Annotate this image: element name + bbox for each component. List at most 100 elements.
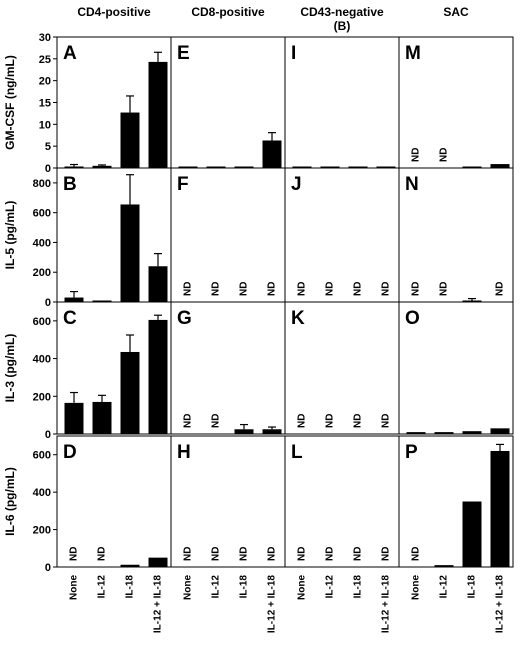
panel-l: L ND ND ND ND (284, 435, 400, 568)
y-tick-label: 25 (39, 54, 51, 66)
column-header: CD8-positive (191, 5, 265, 19)
nd-label: ND (267, 282, 278, 296)
panel-k: K ND ND ND ND (284, 301, 400, 435)
y-axis-label: IL-5 (pg/mL) (3, 201, 17, 270)
nd-label: ND (381, 547, 392, 561)
category-label: IL-18 (125, 575, 136, 599)
nd-label: ND (267, 547, 278, 561)
bar (64, 297, 84, 302)
bar (348, 166, 368, 168)
nd-label: ND (297, 547, 308, 561)
panel-a: A (56, 36, 172, 169)
panel-p: P ND (398, 435, 514, 568)
column-header-text: CD8-positive (191, 5, 265, 19)
nd-label: ND (325, 282, 336, 296)
panel-frame (284, 36, 400, 169)
bar (262, 429, 282, 434)
nd-label: ND (211, 282, 222, 296)
bar (406, 432, 426, 434)
nd-label: ND (439, 148, 450, 162)
y-tick-label: 400 (33, 354, 51, 366)
nd-label: ND (183, 547, 194, 561)
bar (434, 565, 454, 567)
category-label: None (411, 575, 422, 600)
column-header-text: CD43-negative (300, 5, 384, 19)
category-label: None (183, 575, 194, 600)
panel-letter: I (291, 43, 296, 64)
category-label: IL-12 + IL-18 (153, 575, 164, 634)
column-header-text: SAC (443, 5, 469, 19)
panel-letter: N (405, 174, 419, 195)
bar (234, 166, 254, 168)
category-label: IL-18 (353, 575, 364, 599)
category-label: IL-12 (439, 575, 450, 599)
y-tick-label: 0 (45, 297, 51, 309)
y-tick-label: 30 (39, 32, 51, 44)
bar (490, 164, 510, 168)
bar (92, 300, 112, 302)
bar (262, 140, 282, 168)
panel-h: H ND ND ND ND (170, 435, 286, 568)
nd-label: ND (211, 547, 222, 561)
nd-label: ND (411, 547, 422, 561)
category-label: IL-18 (467, 575, 478, 599)
panel-d: D ND ND (56, 435, 172, 568)
y-axis-label: GM-CSF (ng/mL) (3, 55, 17, 150)
panel-e: E (170, 36, 286, 169)
y-tick-label: 0 (45, 562, 51, 574)
bar (120, 204, 140, 302)
panel-letter: A (63, 43, 77, 64)
bar (64, 166, 84, 168)
panel-b: B (56, 167, 172, 303)
column-header: SAC (443, 5, 469, 19)
panel-o: O (398, 301, 514, 435)
category-label: IL-12 + IL-18 (495, 575, 506, 634)
nd-label: ND (239, 282, 250, 296)
panel-letter: J (291, 174, 302, 195)
nd-label: ND (239, 547, 250, 561)
nd-label: ND (325, 414, 336, 428)
bar (376, 166, 396, 168)
category-label: IL-12 (97, 575, 108, 599)
y-tick-label: 5 (45, 141, 51, 153)
y-tick-label: 20 (39, 76, 51, 88)
bar (490, 428, 510, 434)
category-label: IL-12 + IL-18 (381, 575, 392, 634)
panel-letter: E (177, 43, 190, 64)
nd-label: ND (211, 414, 222, 428)
bar (434, 432, 454, 434)
column-header-text: CD4-positive (77, 5, 151, 19)
nd-label: ND (381, 414, 392, 428)
y-tick-label: 0 (45, 429, 51, 441)
bar (120, 112, 140, 168)
panel-frame (398, 301, 514, 435)
category-label: None (297, 575, 308, 600)
nd-label: ND (353, 282, 364, 296)
panel-letter: K (291, 308, 305, 329)
panel-n: N ND ND ND (398, 167, 514, 303)
bar (320, 166, 340, 168)
y-tick-label: 10 (39, 119, 51, 131)
bar (462, 431, 482, 434)
nd-label: ND (297, 282, 308, 296)
panel-letter: G (177, 308, 192, 329)
panel-letter: C (63, 308, 77, 329)
bar (206, 166, 226, 168)
column-header-text: (B) (334, 19, 351, 33)
bar (234, 429, 254, 434)
panel-letter: F (177, 174, 189, 195)
category-label: IL-12 + IL-18 (267, 575, 278, 634)
panel-letter: L (291, 442, 303, 463)
bar (490, 450, 510, 567)
bar (462, 300, 482, 302)
nd-label: ND (97, 547, 108, 561)
y-tick-label: 200 (33, 391, 51, 403)
bar (178, 166, 198, 168)
bar (462, 166, 482, 168)
y-axis-label: IL-6 (pg/mL) (3, 467, 17, 536)
y-tick-label: 600 (33, 450, 51, 462)
category-label: IL-18 (239, 575, 250, 599)
panel-letter: M (405, 43, 421, 64)
nd-label: ND (353, 414, 364, 428)
